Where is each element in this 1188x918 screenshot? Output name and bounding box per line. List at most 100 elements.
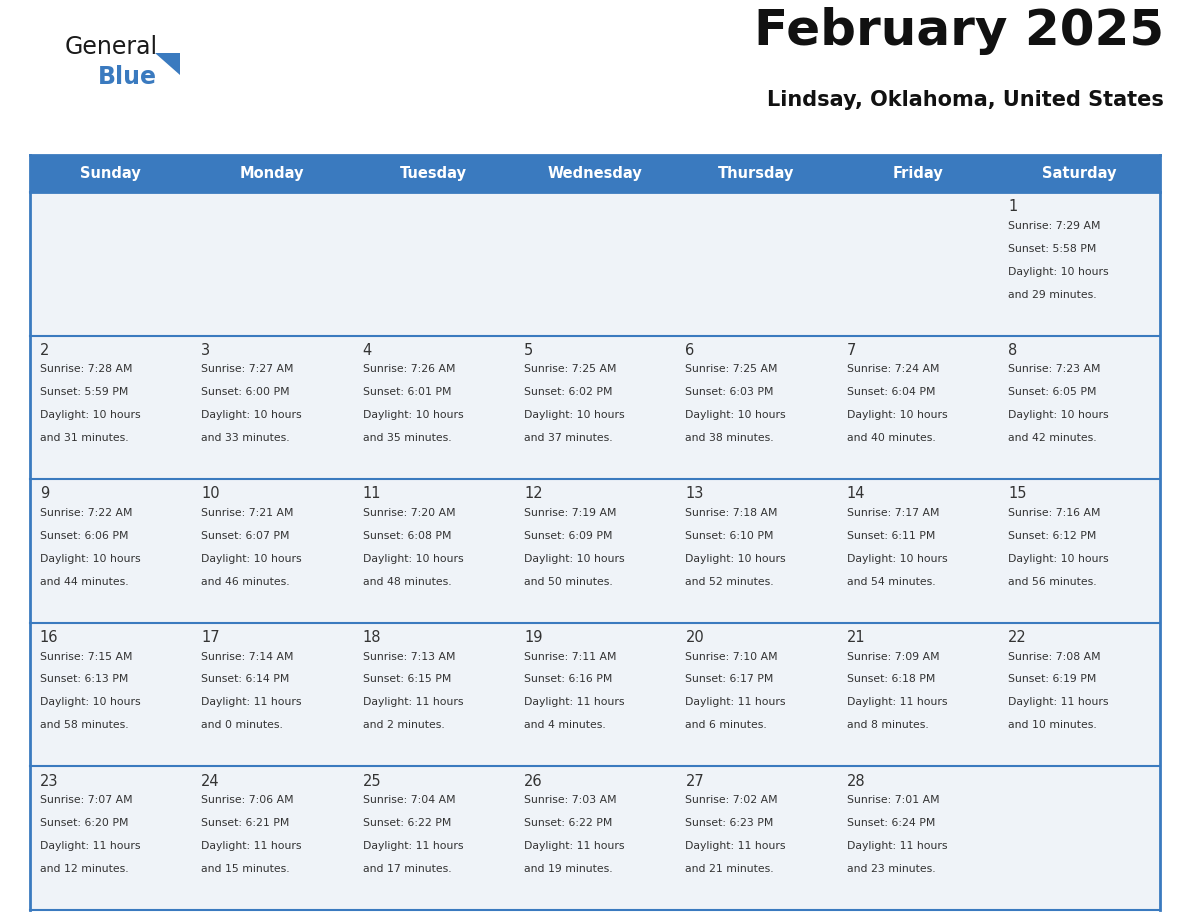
- Text: and 0 minutes.: and 0 minutes.: [201, 721, 283, 731]
- Bar: [353, 622, 514, 767]
- Text: Sunrise: 7:11 AM: Sunrise: 7:11 AM: [524, 652, 617, 662]
- Text: Sunset: 6:21 PM: Sunset: 6:21 PM: [201, 818, 290, 828]
- Text: Sunrise: 7:21 AM: Sunrise: 7:21 AM: [201, 508, 293, 518]
- Bar: [30, 192, 191, 336]
- Bar: [30, 155, 191, 192]
- Text: and 23 minutes.: and 23 minutes.: [847, 864, 935, 874]
- Text: Sunrise: 7:28 AM: Sunrise: 7:28 AM: [39, 364, 132, 375]
- Bar: [514, 622, 676, 767]
- Text: Daylight: 10 hours: Daylight: 10 hours: [1009, 410, 1108, 420]
- Text: Sunrise: 7:29 AM: Sunrise: 7:29 AM: [1009, 220, 1101, 230]
- Text: Sunset: 6:19 PM: Sunset: 6:19 PM: [1009, 675, 1097, 685]
- Text: Daylight: 11 hours: Daylight: 11 hours: [362, 841, 463, 851]
- Text: Sunset: 6:14 PM: Sunset: 6:14 PM: [201, 675, 290, 685]
- Bar: [191, 336, 353, 479]
- Text: Sunset: 6:13 PM: Sunset: 6:13 PM: [39, 675, 128, 685]
- Text: Sunday: Sunday: [81, 166, 141, 181]
- Text: Daylight: 11 hours: Daylight: 11 hours: [524, 698, 625, 708]
- Text: and 19 minutes.: and 19 minutes.: [524, 864, 613, 874]
- Text: Sunrise: 7:08 AM: Sunrise: 7:08 AM: [1009, 652, 1101, 662]
- Text: Sunrise: 7:16 AM: Sunrise: 7:16 AM: [1009, 508, 1101, 518]
- Bar: [514, 767, 676, 910]
- Bar: [676, 155, 838, 192]
- Text: 17: 17: [201, 630, 220, 645]
- Text: Daylight: 11 hours: Daylight: 11 hours: [685, 841, 786, 851]
- Text: Sunset: 6:11 PM: Sunset: 6:11 PM: [847, 531, 935, 541]
- Text: 6: 6: [685, 342, 695, 358]
- Text: Sunset: 6:10 PM: Sunset: 6:10 PM: [685, 531, 773, 541]
- Text: Sunset: 6:24 PM: Sunset: 6:24 PM: [847, 818, 935, 828]
- Text: Sunset: 6:01 PM: Sunset: 6:01 PM: [362, 387, 451, 397]
- Bar: [999, 192, 1159, 336]
- Text: and 15 minutes.: and 15 minutes.: [201, 864, 290, 874]
- Bar: [838, 767, 999, 910]
- Text: 13: 13: [685, 487, 703, 501]
- Text: 15: 15: [1009, 487, 1026, 501]
- Text: Sunrise: 7:20 AM: Sunrise: 7:20 AM: [362, 508, 455, 518]
- Text: and 52 minutes.: and 52 minutes.: [685, 577, 775, 587]
- Text: Daylight: 10 hours: Daylight: 10 hours: [39, 554, 140, 564]
- Text: Sunrise: 7:13 AM: Sunrise: 7:13 AM: [362, 652, 455, 662]
- Text: 8: 8: [1009, 342, 1017, 358]
- Text: 12: 12: [524, 487, 543, 501]
- Text: Sunset: 6:15 PM: Sunset: 6:15 PM: [362, 675, 451, 685]
- Bar: [514, 192, 676, 336]
- Text: 28: 28: [847, 774, 865, 789]
- Text: and 21 minutes.: and 21 minutes.: [685, 864, 775, 874]
- Text: Lindsay, Oklahoma, United States: Lindsay, Oklahoma, United States: [767, 90, 1164, 110]
- Text: 14: 14: [847, 487, 865, 501]
- Text: Daylight: 10 hours: Daylight: 10 hours: [847, 554, 948, 564]
- Text: and 58 minutes.: and 58 minutes.: [39, 721, 128, 731]
- Text: and 35 minutes.: and 35 minutes.: [362, 433, 451, 443]
- Bar: [353, 155, 514, 192]
- Text: and 46 minutes.: and 46 minutes.: [201, 577, 290, 587]
- Bar: [30, 622, 191, 767]
- Text: Saturday: Saturday: [1042, 166, 1117, 181]
- Text: and 40 minutes.: and 40 minutes.: [847, 433, 936, 443]
- Text: Sunrise: 7:18 AM: Sunrise: 7:18 AM: [685, 508, 778, 518]
- Text: Daylight: 10 hours: Daylight: 10 hours: [524, 554, 625, 564]
- Text: 7: 7: [847, 342, 857, 358]
- Bar: [999, 767, 1159, 910]
- Text: Sunset: 6:22 PM: Sunset: 6:22 PM: [362, 818, 451, 828]
- Text: Sunrise: 7:23 AM: Sunrise: 7:23 AM: [1009, 364, 1101, 375]
- Bar: [353, 336, 514, 479]
- Text: and 29 minutes.: and 29 minutes.: [1009, 290, 1097, 299]
- Bar: [999, 336, 1159, 479]
- Text: Daylight: 10 hours: Daylight: 10 hours: [362, 410, 463, 420]
- Text: Sunrise: 7:27 AM: Sunrise: 7:27 AM: [201, 364, 293, 375]
- Text: 4: 4: [362, 342, 372, 358]
- Text: 1: 1: [1009, 199, 1017, 214]
- Polygon shape: [154, 53, 181, 75]
- Text: 25: 25: [362, 774, 381, 789]
- Bar: [514, 336, 676, 479]
- Bar: [191, 622, 353, 767]
- Text: Sunset: 6:00 PM: Sunset: 6:00 PM: [201, 387, 290, 397]
- Bar: [676, 622, 838, 767]
- Bar: [191, 155, 353, 192]
- Text: February 2025: February 2025: [754, 7, 1164, 55]
- Text: Daylight: 10 hours: Daylight: 10 hours: [201, 554, 302, 564]
- Bar: [30, 336, 191, 479]
- Text: Sunset: 6:16 PM: Sunset: 6:16 PM: [524, 675, 612, 685]
- Text: Sunrise: 7:02 AM: Sunrise: 7:02 AM: [685, 795, 778, 805]
- Text: Tuesday: Tuesday: [400, 166, 467, 181]
- Text: and 48 minutes.: and 48 minutes.: [362, 577, 451, 587]
- Text: Daylight: 10 hours: Daylight: 10 hours: [524, 410, 625, 420]
- Bar: [191, 479, 353, 622]
- Text: Sunrise: 7:19 AM: Sunrise: 7:19 AM: [524, 508, 617, 518]
- Text: Sunset: 6:18 PM: Sunset: 6:18 PM: [847, 675, 935, 685]
- Bar: [514, 155, 676, 192]
- Text: and 8 minutes.: and 8 minutes.: [847, 721, 929, 731]
- Bar: [676, 767, 838, 910]
- Text: and 33 minutes.: and 33 minutes.: [201, 433, 290, 443]
- Text: and 56 minutes.: and 56 minutes.: [1009, 577, 1097, 587]
- Text: Daylight: 10 hours: Daylight: 10 hours: [1009, 554, 1108, 564]
- Bar: [191, 192, 353, 336]
- Text: General: General: [65, 35, 158, 59]
- Text: and 44 minutes.: and 44 minutes.: [39, 577, 128, 587]
- Text: Sunrise: 7:26 AM: Sunrise: 7:26 AM: [362, 364, 455, 375]
- Text: Sunset: 6:02 PM: Sunset: 6:02 PM: [524, 387, 613, 397]
- Text: Sunrise: 7:04 AM: Sunrise: 7:04 AM: [362, 795, 455, 805]
- Text: 2: 2: [39, 342, 49, 358]
